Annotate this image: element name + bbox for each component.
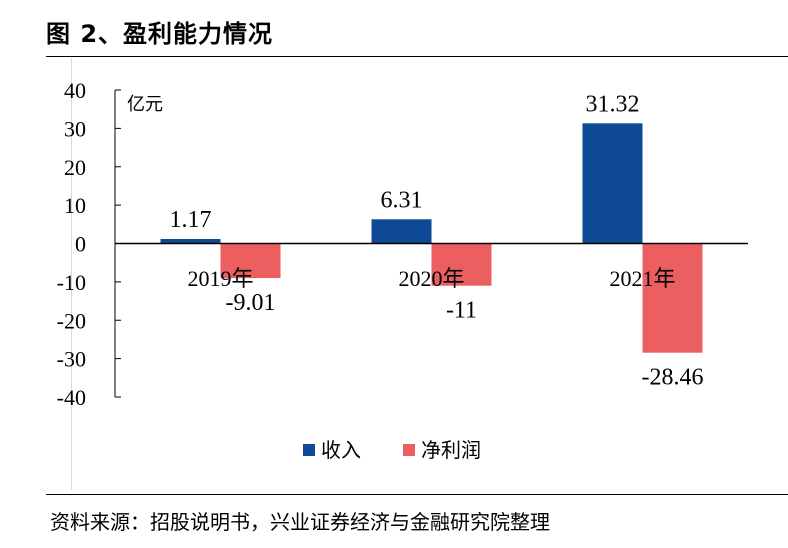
profit-bar-1 [220, 243, 281, 279]
revenue-bar-3 [582, 123, 643, 244]
data-labels: 1.17 -9.01 6.31 -11 31.32 -28.46 [170, 91, 704, 390]
revenue-value-label-1: 1.17 [170, 207, 212, 233]
chart-frame-left-border [71, 58, 72, 490]
category-labels: 2019年 2020年 2021年 [187, 266, 675, 291]
y-tick-label: 40 [64, 78, 86, 103]
source-note: 资料来源：招股说明书，兴业证券经济与金融研究院整理 [50, 510, 550, 534]
y-tick-label: -20 [57, 308, 86, 333]
y-tick-label: 0 [75, 232, 86, 257]
unit-label: 亿元 [127, 94, 163, 115]
category-label-2: 2020年 [398, 266, 464, 291]
y-tick-label: 30 [64, 116, 86, 141]
figure-title: 图 2、盈利能力情况 [46, 20, 274, 48]
revenue-bar-1 [160, 239, 221, 244]
legend-profit-swatch [403, 444, 415, 456]
y-tick-label: 20 [64, 155, 86, 180]
profit-value-label-3: -28.46 [642, 365, 704, 391]
profit-value-label-2: -11 [446, 298, 477, 324]
y-tick-label: -30 [57, 347, 86, 372]
legend-revenue-swatch [303, 444, 315, 456]
revenue-value-label-2: 6.31 [381, 187, 423, 213]
category-label-3: 2021年 [609, 266, 675, 291]
profit-bar-3 [642, 243, 703, 353]
top-rule [46, 56, 788, 57]
y-tick-label: 10 [64, 193, 86, 218]
legend: 收入 净利润 [303, 438, 481, 462]
legend-revenue-label: 收入 [321, 438, 361, 462]
y-tick-label: -10 [57, 270, 86, 295]
legend-profit-label: 净利润 [421, 438, 481, 462]
revenue-value-label-3: 31.32 [586, 91, 640, 117]
revenue-bar-2 [371, 219, 432, 244]
profit-value-label-1: -9.01 [226, 290, 276, 316]
bars [160, 123, 703, 353]
y-axis: 40 30 20 10 0 -10 -20 -30 -40 [57, 78, 121, 410]
bottom-rule [46, 494, 788, 495]
profit-bar-2 [431, 243, 492, 286]
unit-label-group: 亿元 [127, 94, 163, 115]
y-tick-label: -40 [57, 385, 86, 410]
category-label-1: 2019年 [187, 266, 253, 291]
